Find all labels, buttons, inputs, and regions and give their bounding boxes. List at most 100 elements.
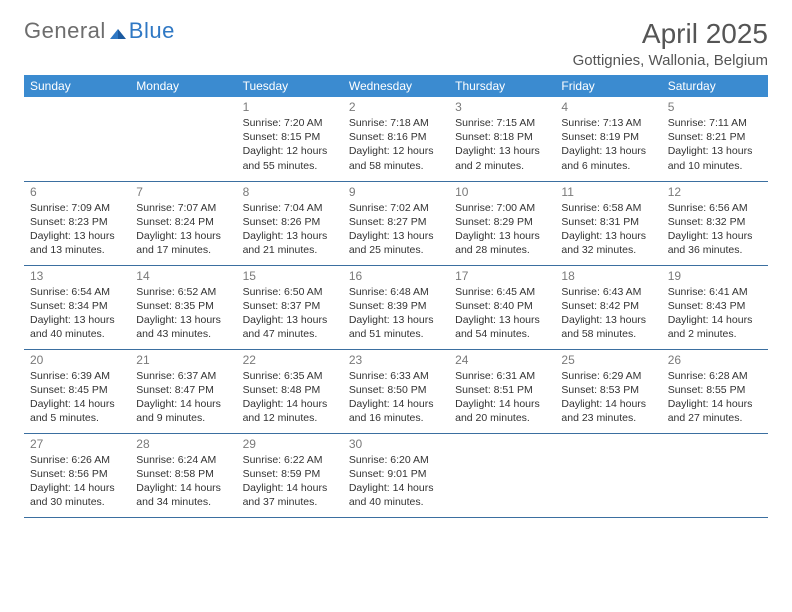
day-info: Sunrise: 6:37 AMSunset: 8:47 PMDaylight:… bbox=[136, 369, 230, 426]
day-number: 3 bbox=[455, 100, 549, 114]
calendar-day-cell: 16Sunrise: 6:48 AMSunset: 8:39 PMDayligh… bbox=[343, 265, 449, 349]
calendar-day-cell: 11 Sunrise: 6:58 AMSunset: 8:31 PMDayligh… bbox=[555, 181, 661, 265]
day-info: Sunrise: 6:50 AMSunset: 8:37 PMDaylight:… bbox=[243, 285, 337, 342]
calendar-day-cell: 6 Sunrise: 7:09 AMSunset: 8:23 PMDaylight… bbox=[24, 181, 130, 265]
day-info: Sunrise: 6:24 AMSunset: 8:58 PMDaylight:… bbox=[136, 453, 230, 510]
day-number: 11 bbox=[561, 185, 655, 199]
day-number: 7 bbox=[136, 185, 230, 199]
day-number: 6 bbox=[30, 185, 124, 199]
weekday-header: Saturday bbox=[662, 75, 768, 97]
calendar-day-cell: 28 Sunrise: 6:24 AMSunset: 8:58 PMDayligh… bbox=[130, 433, 236, 517]
brand-text-1: General bbox=[24, 18, 106, 44]
calendar-day-cell: 23 Sunrise: 6:33 AMSunset: 8:50 PMDayligh… bbox=[343, 349, 449, 433]
day-number: 1 bbox=[243, 100, 337, 114]
calendar-day-cell: 18 Sunrise: 6:43 AMSunset: 8:42 PMDayligh… bbox=[555, 265, 661, 349]
day-number: 2 bbox=[349, 100, 443, 114]
day-info: Sunrise: 6:52 AMSunset: 8:35 PMDaylight:… bbox=[136, 285, 230, 342]
calendar-day-cell: 7 Sunrise: 7:07 AMSunset: 8:24 PMDaylight… bbox=[130, 181, 236, 265]
day-info: Sunrise: 6:58 AMSunset: 8:31 PMDaylight:… bbox=[561, 201, 655, 258]
day-number: 4 bbox=[561, 100, 655, 114]
page-title: April 2025 bbox=[573, 18, 768, 50]
day-info: Sunrise: 6:45 AMSunset: 8:40 PMDaylight:… bbox=[455, 285, 549, 342]
day-number: 27 bbox=[30, 437, 124, 451]
day-number: 26 bbox=[668, 353, 762, 367]
day-info: Sunrise: 7:13 AMSunset: 8:19 PMDaylight:… bbox=[561, 116, 655, 173]
day-info: Sunrise: 6:28 AMSunset: 8:55 PMDaylight:… bbox=[668, 369, 762, 426]
calendar-day-cell: 8 Sunrise: 7:04 AMSunset: 8:26 PMDaylight… bbox=[237, 181, 343, 265]
calendar-week-row: 6 Sunrise: 7:09 AMSunset: 8:23 PMDaylight… bbox=[24, 181, 768, 265]
calendar-empty-cell bbox=[24, 97, 130, 181]
calendar-week-row: 27 Sunrise: 6:26 AMSunset: 8:56 PMDayligh… bbox=[24, 433, 768, 517]
day-info: Sunrise: 7:15 AMSunset: 8:18 PMDaylight:… bbox=[455, 116, 549, 173]
calendar-day-cell: 27 Sunrise: 6:26 AMSunset: 8:56 PMDayligh… bbox=[24, 433, 130, 517]
day-number: 29 bbox=[243, 437, 337, 451]
day-number: 24 bbox=[455, 353, 549, 367]
day-number: 13 bbox=[30, 269, 124, 283]
day-info: Sunrise: 7:02 AMSunset: 8:27 PMDaylight:… bbox=[349, 201, 443, 258]
calendar-day-cell: 24 Sunrise: 6:31 AMSunset: 8:51 PMDayligh… bbox=[449, 349, 555, 433]
day-info: Sunrise: 6:33 AMSunset: 8:50 PMDaylight:… bbox=[349, 369, 443, 426]
day-info: Sunrise: 6:54 AMSunset: 8:34 PMDaylight:… bbox=[30, 285, 124, 342]
day-info: Sunrise: 7:00 AMSunset: 8:29 PMDaylight:… bbox=[455, 201, 549, 258]
day-number: 28 bbox=[136, 437, 230, 451]
header: General Blue April 2025 Gottignies, Wall… bbox=[24, 18, 768, 69]
day-info: Sunrise: 7:20 AMSunset: 8:15 PMDaylight:… bbox=[243, 116, 337, 173]
calendar-day-cell: 15 Sunrise: 6:50 AMSunset: 8:37 PMDayligh… bbox=[237, 265, 343, 349]
brand-mark-icon bbox=[108, 23, 128, 43]
day-info: Sunrise: 6:26 AMSunset: 8:56 PMDaylight:… bbox=[30, 453, 124, 510]
calendar-day-cell: 4 Sunrise: 7:13 AMSunset: 8:19 PMDaylight… bbox=[555, 97, 661, 181]
calendar-day-cell: 22 Sunrise: 6:35 AMSunset: 8:48 PMDayligh… bbox=[237, 349, 343, 433]
calendar-day-cell: 5 Sunrise: 7:11 AMSunset: 8:21 PMDaylight… bbox=[662, 97, 768, 181]
calendar-day-cell: 9Sunrise: 7:02 AMSunset: 8:27 PMDaylight… bbox=[343, 181, 449, 265]
weekday-header: Monday bbox=[130, 75, 236, 97]
day-info: Sunrise: 7:18 AMSunset: 8:16 PMDaylight:… bbox=[349, 116, 443, 173]
calendar-empty-cell bbox=[555, 433, 661, 517]
calendar-day-cell: 10 Sunrise: 7:00 AMSunset: 8:29 PMDayligh… bbox=[449, 181, 555, 265]
day-number: 19 bbox=[668, 269, 762, 283]
day-number: 30 bbox=[349, 437, 443, 451]
calendar-week-row: 20Sunrise: 6:39 AMSunset: 8:45 PMDayligh… bbox=[24, 349, 768, 433]
day-info: Sunrise: 6:41 AMSunset: 8:43 PMDaylight:… bbox=[668, 285, 762, 342]
day-number: 5 bbox=[668, 100, 762, 114]
day-number: 17 bbox=[455, 269, 549, 283]
weekday-header: Thursday bbox=[449, 75, 555, 97]
calendar-day-cell: 19 Sunrise: 6:41 AMSunset: 8:43 PMDayligh… bbox=[662, 265, 768, 349]
day-info: Sunrise: 7:04 AMSunset: 8:26 PMDaylight:… bbox=[243, 201, 337, 258]
calendar-day-cell: 26 Sunrise: 6:28 AMSunset: 8:55 PMDayligh… bbox=[662, 349, 768, 433]
day-number: 22 bbox=[243, 353, 337, 367]
weekday-header: Tuesday bbox=[237, 75, 343, 97]
location-text: Gottignies, Wallonia, Belgium bbox=[573, 52, 768, 69]
calendar-week-row: 1 Sunrise: 7:20 AMSunset: 8:15 PMDaylight… bbox=[24, 97, 768, 181]
day-info: Sunrise: 6:29 AMSunset: 8:53 PMDaylight:… bbox=[561, 369, 655, 426]
calendar-day-cell: 3 Sunrise: 7:15 AMSunset: 8:18 PMDaylight… bbox=[449, 97, 555, 181]
day-info: Sunrise: 6:22 AMSunset: 8:59 PMDaylight:… bbox=[243, 453, 337, 510]
calendar-day-cell: 1 Sunrise: 7:20 AMSunset: 8:15 PMDaylight… bbox=[237, 97, 343, 181]
calendar-empty-cell bbox=[130, 97, 236, 181]
title-block: April 2025 Gottignies, Wallonia, Belgium bbox=[573, 18, 768, 69]
calendar-day-cell: 17 Sunrise: 6:45 AMSunset: 8:40 PMDayligh… bbox=[449, 265, 555, 349]
day-info: Sunrise: 6:43 AMSunset: 8:42 PMDaylight:… bbox=[561, 285, 655, 342]
calendar-day-cell: 13 Sunrise: 6:54 AMSunset: 8:34 PMDayligh… bbox=[24, 265, 130, 349]
weekday-header: Wednesday bbox=[343, 75, 449, 97]
day-number: 14 bbox=[136, 269, 230, 283]
day-number: 15 bbox=[243, 269, 337, 283]
day-number: 23 bbox=[349, 353, 443, 367]
calendar-empty-cell bbox=[449, 433, 555, 517]
calendar-empty-cell bbox=[662, 433, 768, 517]
day-number: 21 bbox=[136, 353, 230, 367]
day-info: Sunrise: 6:31 AMSunset: 8:51 PMDaylight:… bbox=[455, 369, 549, 426]
day-number: 18 bbox=[561, 269, 655, 283]
day-info: Sunrise: 6:48 AMSunset: 8:39 PMDaylight:… bbox=[349, 285, 443, 342]
day-info: Sunrise: 6:20 AMSunset: 9:01 PMDaylight:… bbox=[349, 453, 443, 510]
day-info: Sunrise: 6:56 AMSunset: 8:32 PMDaylight:… bbox=[668, 201, 762, 258]
day-info: Sunrise: 6:35 AMSunset: 8:48 PMDaylight:… bbox=[243, 369, 337, 426]
day-number: 10 bbox=[455, 185, 549, 199]
day-info: Sunrise: 7:09 AMSunset: 8:23 PMDaylight:… bbox=[30, 201, 124, 258]
day-number: 8 bbox=[243, 185, 337, 199]
calendar-day-cell: 12Sunrise: 6:56 AMSunset: 8:32 PMDayligh… bbox=[662, 181, 768, 265]
day-info: Sunrise: 7:07 AMSunset: 8:24 PMDaylight:… bbox=[136, 201, 230, 258]
day-info: Sunrise: 7:11 AMSunset: 8:21 PMDaylight:… bbox=[668, 116, 762, 173]
calendar-day-cell: 25Sunrise: 6:29 AMSunset: 8:53 PMDayligh… bbox=[555, 349, 661, 433]
calendar-day-cell: 14 Sunrise: 6:52 AMSunset: 8:35 PMDayligh… bbox=[130, 265, 236, 349]
calendar-day-cell: 29 Sunrise: 6:22 AMSunset: 8:59 PMDayligh… bbox=[237, 433, 343, 517]
